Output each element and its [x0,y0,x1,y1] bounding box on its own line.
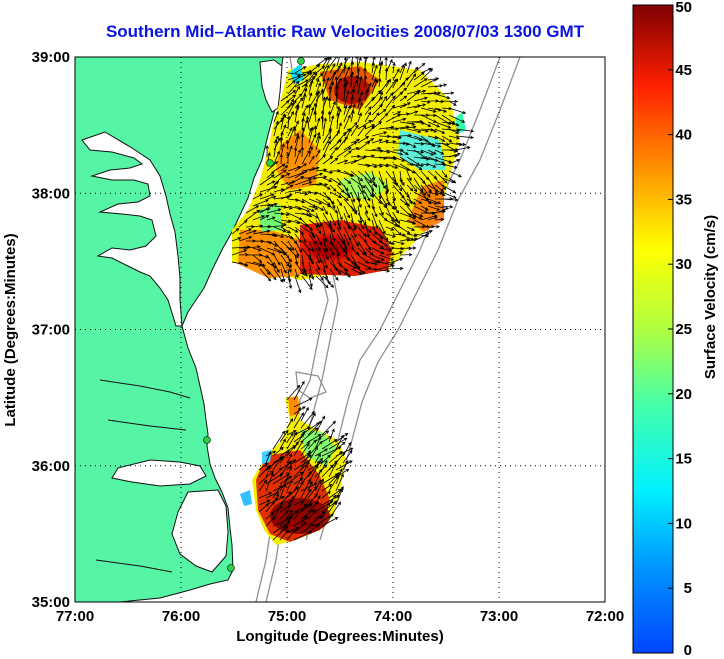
lon-tick-label: 75:00 [268,608,306,625]
colorbar-ticks: 0 5 10 15 20 25 30 35 40 45 50 [668,0,692,659]
lon-tick-label: 76:00 [162,608,200,625]
colorbar [632,4,674,654]
colorbar-tick-label: 25 [675,321,692,338]
axis-ticks: 77:00 76:00 75:00 74:00 73:00 72:00 39:00 38:00… [32,49,625,625]
lat-tick-label: 39:00 [32,49,70,66]
albemarle-sound [111,459,207,487]
velocity-arrows [231,57,475,541]
map-grid [75,57,605,602]
river-inlet [95,379,191,573]
lon-tick-label: 77:00 [56,608,94,625]
chesapeake-bay [81,131,183,327]
lon-tick-label: 74:00 [374,608,412,625]
colorbar-tick-label: 15 [675,451,692,468]
pamlico-sound [171,489,229,573]
colorbar-tick-label: 45 [675,62,692,79]
colorbar-tick-label: 0 [684,642,692,659]
lon-tick-label: 72:00 [586,608,624,625]
lat-tick-label: 37:00 [32,322,70,339]
map-title: Southern Mid–Atlantic Raw Velocities 200… [105,22,585,41]
y-axis-label: Latitude (Degrees:Minutes) [2,233,19,426]
colorbar-tick-label: 35 [675,191,692,208]
colorbar-tick-label: 50 [675,0,692,16]
x-axis-label: Longitude (Degrees:Minutes) [236,628,444,645]
colorbar-tick-label: 20 [675,386,692,403]
lat-tick-label: 36:00 [32,458,70,475]
colorbar-tick-label: 5 [684,580,692,597]
colorbar-label: Surface Velocity (cm/s) [702,215,719,379]
colorbar-tick-label: 10 [675,515,692,532]
map-frame [74,56,606,603]
colorbar-tick-label: 30 [675,256,692,273]
lat-tick-label: 35:00 [32,594,70,611]
lon-tick-label: 73:00 [480,608,518,625]
lat-tick-label: 38:00 [32,185,70,202]
colorbar-tick-label: 40 [675,127,692,144]
